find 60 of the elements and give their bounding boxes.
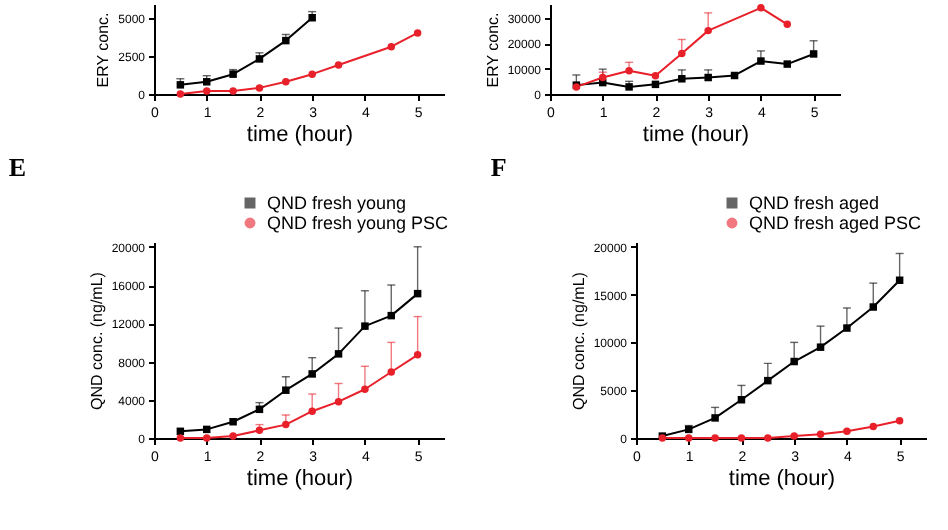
- legend-label: QND fresh aged: [749, 193, 880, 213]
- point: [737, 434, 746, 442]
- y-axis-title: ERY conc.: [483, 12, 502, 88]
- point: [229, 418, 237, 426]
- point: [308, 70, 316, 78]
- point: [413, 351, 422, 359]
- point: [895, 417, 904, 425]
- point: [413, 29, 422, 37]
- point: [764, 376, 772, 385]
- point: [308, 370, 316, 378]
- point: [282, 420, 290, 429]
- point: [387, 368, 396, 376]
- legend-label: QND fresh young: [267, 193, 407, 213]
- point: [282, 386, 290, 394]
- chart-title: F: [490, 152, 507, 182]
- point: [816, 343, 825, 351]
- point: [711, 414, 719, 422]
- point: [678, 49, 686, 58]
- point: [869, 303, 878, 311]
- x-axis-title: time (hour): [246, 467, 354, 491]
- point: [757, 57, 765, 65]
- point: [334, 350, 343, 358]
- x-axis-title: time (hour): [728, 467, 836, 491]
- point: [843, 324, 851, 332]
- y-axis-title: QND conc. (ng/mL): [569, 271, 588, 410]
- point: [790, 432, 798, 440]
- point: [783, 20, 792, 29]
- chart-title: E: [8, 152, 26, 182]
- point: [229, 432, 237, 440]
- point: [711, 434, 719, 442]
- point: [704, 26, 712, 35]
- point: [229, 87, 237, 95]
- point: [790, 357, 798, 366]
- point: [282, 78, 290, 86]
- point: [651, 72, 660, 80]
- point: [816, 430, 825, 438]
- point: [809, 50, 818, 58]
- point: [308, 407, 316, 415]
- point: [361, 385, 369, 393]
- legend-label: QND fresh aged PSC: [749, 213, 923, 233]
- point: [625, 66, 633, 75]
- point: [176, 90, 185, 98]
- point: [764, 434, 772, 442]
- point: [783, 60, 792, 68]
- x-axis-title: time (hour): [246, 123, 354, 147]
- point: [176, 434, 185, 442]
- point: [869, 422, 878, 431]
- y-axis-title: QND conc. (ng/mL): [87, 271, 106, 410]
- point: [843, 427, 851, 436]
- x-axis-title: time (hour): [642, 123, 750, 147]
- point: [361, 322, 369, 330]
- point: [202, 87, 211, 95]
- point: [387, 42, 396, 51]
- y-axis-title: ERY conc.: [94, 12, 113, 88]
- point: [255, 84, 264, 92]
- point: [334, 397, 343, 406]
- legend-label: QND fresh young PSC: [267, 213, 450, 233]
- point: [334, 61, 343, 69]
- point: [678, 75, 686, 83]
- point: [757, 4, 765, 12]
